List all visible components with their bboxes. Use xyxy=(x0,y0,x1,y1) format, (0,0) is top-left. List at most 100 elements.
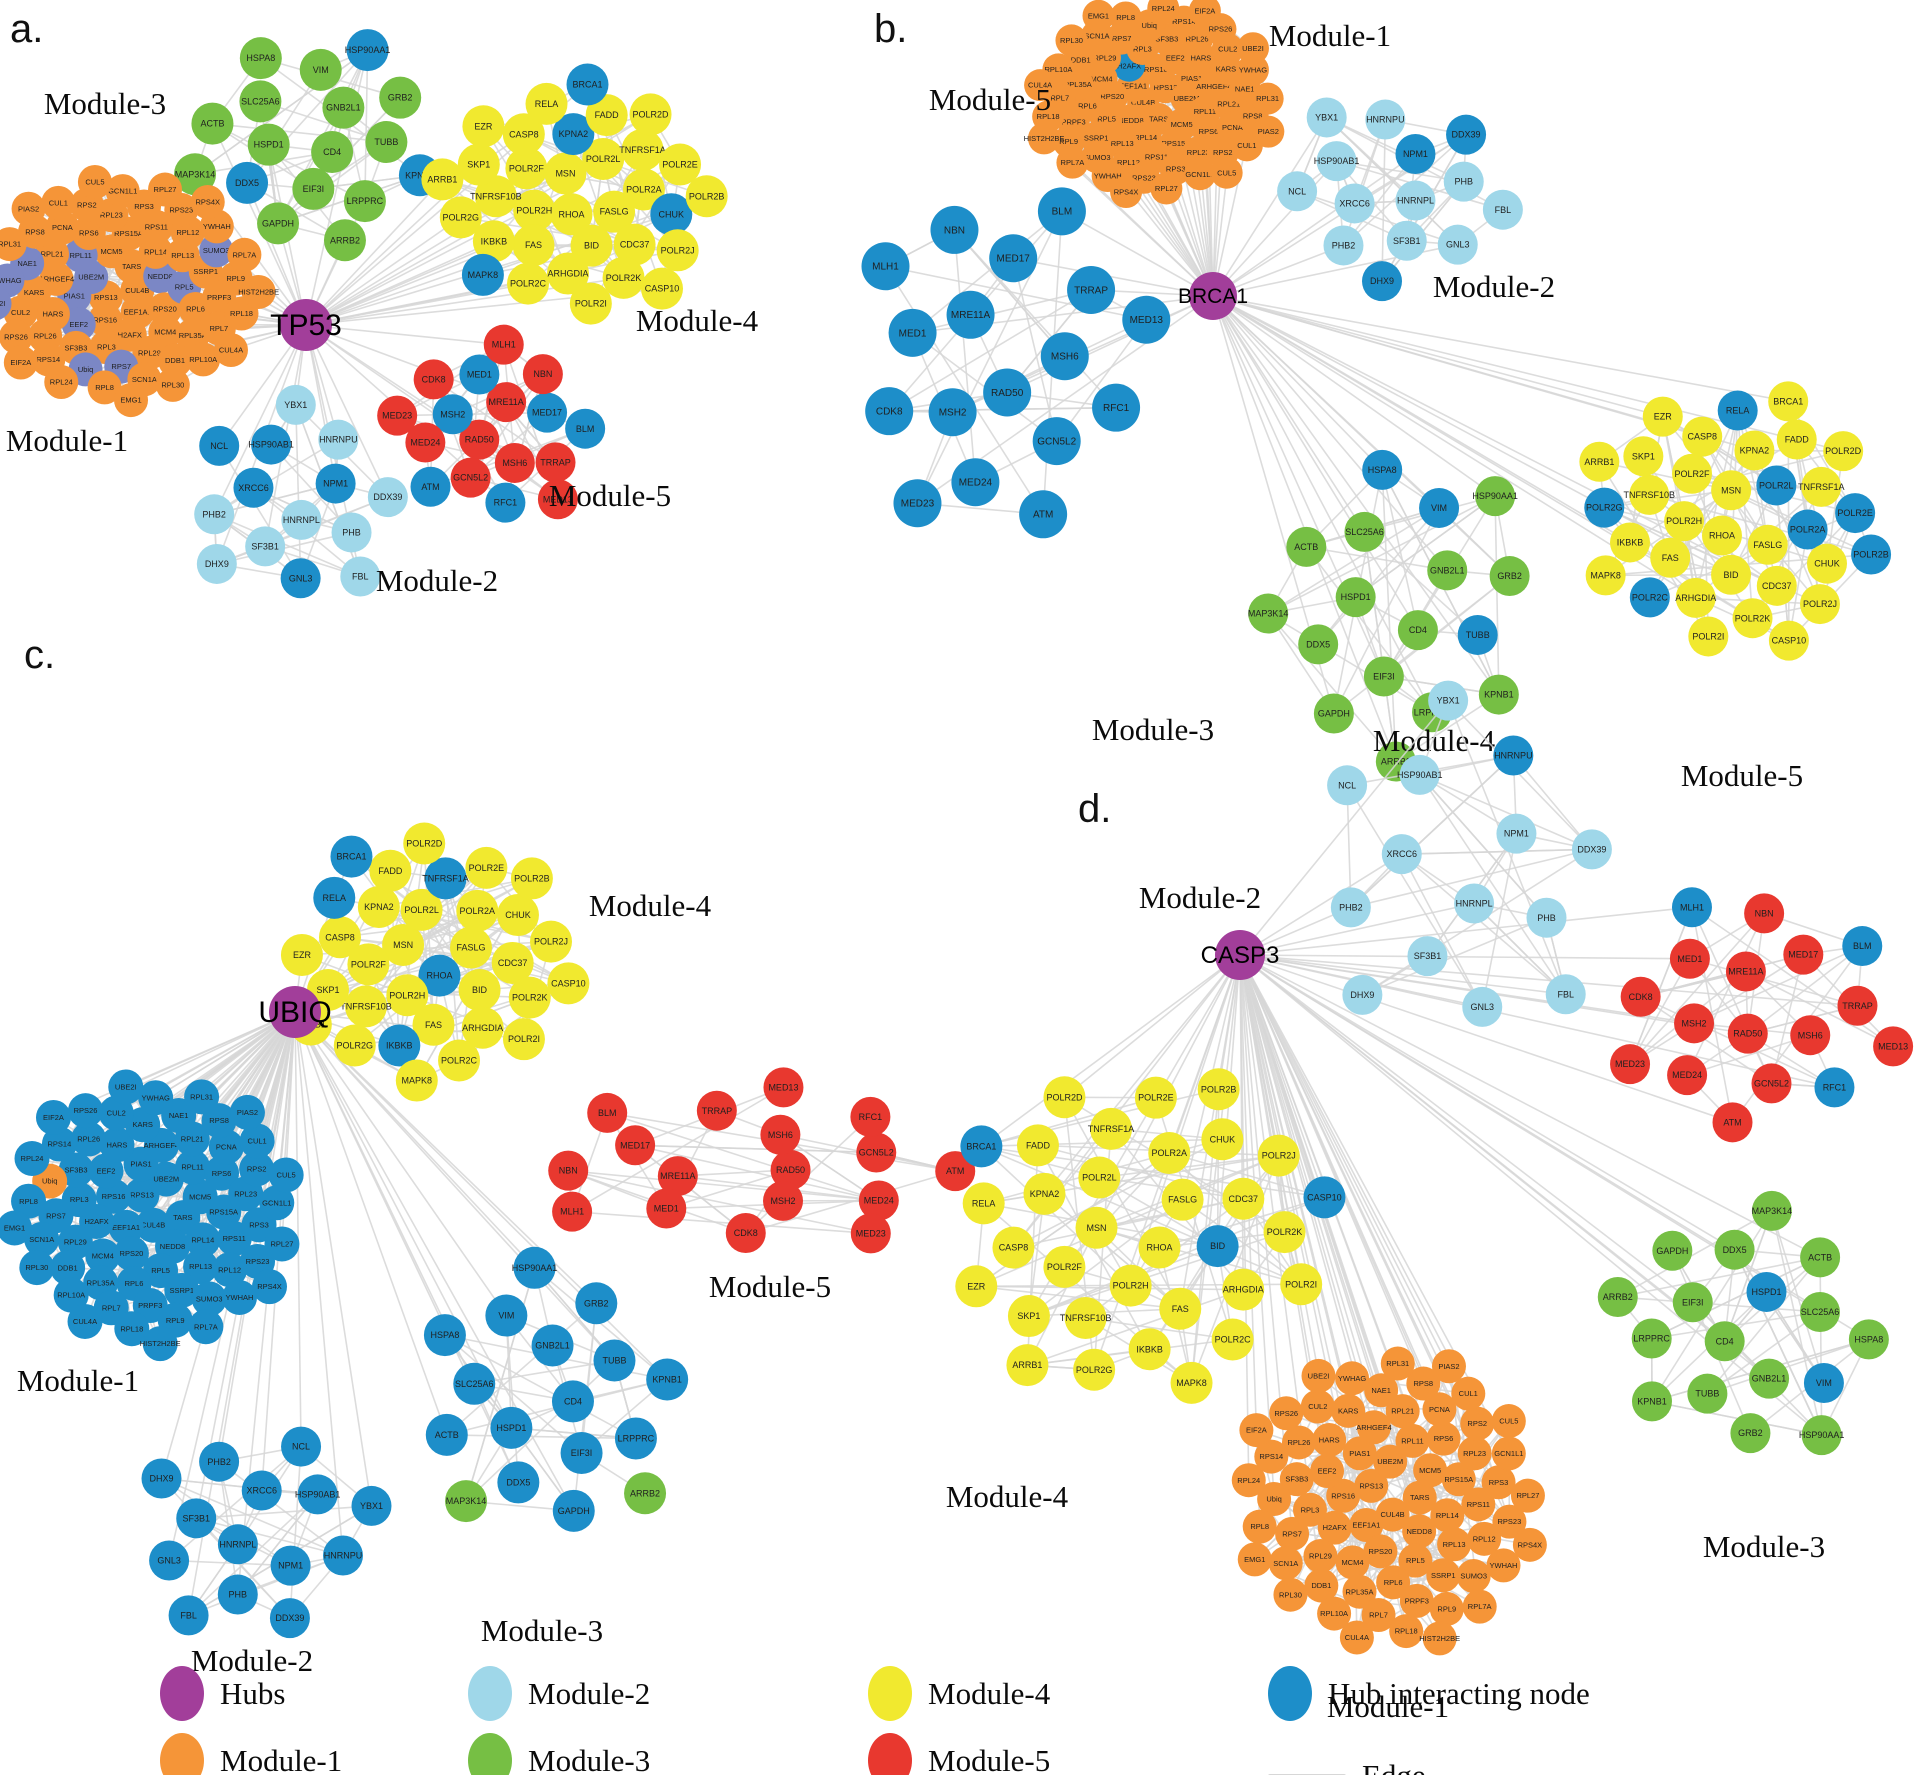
gene-node-circle[interactable] xyxy=(1422,1621,1457,1656)
gene-node-circle[interactable] xyxy=(1631,1381,1672,1422)
gene-node-circle[interactable] xyxy=(1342,1574,1377,1609)
gene-node-circle[interactable] xyxy=(125,1107,161,1143)
node-RPL8[interactable]: RPL8 xyxy=(1242,1509,1277,1544)
gene-node-circle[interactable] xyxy=(962,1182,1005,1225)
gene-node-circle[interactable] xyxy=(1344,511,1385,552)
gene-node-circle[interactable] xyxy=(1231,1463,1266,1498)
node-HSPA8[interactable]: HSPA8 xyxy=(423,1314,466,1357)
gene-node-circle[interactable] xyxy=(1801,1415,1842,1456)
gene-node-circle[interactable] xyxy=(213,333,248,368)
gene-node-circle[interactable] xyxy=(251,1269,287,1305)
node-PHB2[interactable]: PHB2 xyxy=(199,1441,240,1482)
gene-node-circle[interactable] xyxy=(1298,624,1339,665)
node-SLC25A6[interactable]: SLC25A6 xyxy=(239,80,282,123)
node-HSPD1[interactable]: HSPD1 xyxy=(247,123,290,166)
node-POLR2B[interactable]: POLR2B xyxy=(1197,1068,1240,1111)
node-MED13[interactable]: MED13 xyxy=(1122,295,1171,344)
node-CASP10[interactable]: CASP10 xyxy=(547,962,590,1005)
node-HSP90AA1[interactable]: HSP90AA1 xyxy=(512,1246,558,1289)
gene-node-circle[interactable] xyxy=(1301,1358,1336,1393)
gene-node-circle[interactable] xyxy=(1747,524,1788,565)
node-XRCC6[interactable]: XRCC6 xyxy=(241,1470,282,1511)
gene-node-circle[interactable] xyxy=(1801,466,1842,507)
node-RPL30[interactable]: RPL30 xyxy=(1273,1577,1308,1612)
node-GAPDH[interactable]: GAPDH xyxy=(1652,1230,1693,1271)
node-RPL30[interactable]: RPL30 xyxy=(155,367,190,402)
gene-node-circle[interactable] xyxy=(185,1222,221,1258)
node-SSRP1[interactable]: SSRP1 xyxy=(1426,1558,1461,1593)
gene-node-circle[interactable] xyxy=(629,93,672,136)
gene-node-circle[interactable] xyxy=(239,37,282,80)
node-RPL31[interactable]: RPL31 xyxy=(1251,82,1284,115)
node-POLR2B[interactable]: POLR2B xyxy=(685,175,728,218)
gene-node-circle[interactable] xyxy=(58,1152,94,1188)
gene-node-circle[interactable] xyxy=(510,857,553,900)
node-NBN[interactable]: NBN xyxy=(548,1150,589,1191)
gene-node-circle[interactable] xyxy=(1122,295,1171,344)
gene-node-circle[interactable] xyxy=(344,985,387,1028)
node-POLR2I[interactable]: POLR2I xyxy=(1688,616,1729,657)
node-MLH1[interactable]: MLH1 xyxy=(1671,887,1712,928)
node-RPL27[interactable]: RPL27 xyxy=(148,172,183,207)
gene-node-circle[interactable] xyxy=(183,1249,219,1285)
node-BLM[interactable]: BLM xyxy=(565,408,606,449)
node-NBN[interactable]: NBN xyxy=(930,205,979,254)
node-BRCA1[interactable]: BRCA1 xyxy=(330,835,373,878)
gene-node-circle[interactable] xyxy=(1493,735,1534,776)
node-RAD50[interactable]: RAD50 xyxy=(1727,1013,1768,1054)
gene-node-circle[interactable] xyxy=(763,1180,804,1221)
node-PHB[interactable]: PHB xyxy=(217,1574,258,1615)
gene-node-circle[interactable] xyxy=(405,422,446,463)
gene-node-circle[interactable] xyxy=(1443,161,1484,202)
gene-node-circle[interactable] xyxy=(512,224,555,267)
node-GRB2[interactable]: GRB2 xyxy=(1489,556,1530,597)
node-EIF3I[interactable]: EIF3I xyxy=(560,1431,603,1474)
gene-node-circle[interactable] xyxy=(1007,1295,1050,1338)
node-HNRNPL[interactable]: HNRNPL xyxy=(1395,180,1436,221)
gene-node-circle[interactable] xyxy=(507,262,550,305)
gene-node-circle[interactable] xyxy=(546,252,589,295)
node-BLM[interactable]: BLM xyxy=(1037,187,1086,236)
gene-node-circle[interactable] xyxy=(204,1155,240,1191)
node-RPL24[interactable]: RPL24 xyxy=(14,1140,50,1176)
gene-node-circle[interactable] xyxy=(850,1096,891,1137)
gene-node-circle[interactable] xyxy=(330,835,373,878)
gene-node-circle[interactable] xyxy=(657,1156,698,1197)
node-PRPF3[interactable]: PRPF3 xyxy=(1399,1583,1434,1618)
node-SF3B1[interactable]: SF3B1 xyxy=(1386,220,1427,261)
gene-node-circle[interactable] xyxy=(1236,32,1269,65)
gene-node-circle[interactable] xyxy=(0,1210,33,1246)
node-KPNA2[interactable]: KPNA2 xyxy=(1023,1172,1066,1215)
gene-node-circle[interactable] xyxy=(280,558,321,599)
node-EIF2A[interactable]: EIF2A xyxy=(3,345,38,380)
node-MAPK8[interactable]: MAPK8 xyxy=(395,1059,438,1102)
node-GNL3[interactable]: GNL3 xyxy=(149,1540,190,1581)
gene-node-circle[interactable] xyxy=(88,302,123,337)
gene-node-circle[interactable] xyxy=(1056,146,1089,179)
gene-node-circle[interactable] xyxy=(148,172,183,207)
node-MED13[interactable]: MED13 xyxy=(763,1067,804,1108)
node-NCL[interactable]: NCL xyxy=(281,1426,322,1467)
gene-node-circle[interactable] xyxy=(1023,1172,1066,1215)
node-POLR2F[interactable]: POLR2F xyxy=(1043,1245,1086,1288)
node-MED13[interactable]: MED13 xyxy=(1873,1026,1914,1067)
gene-node-circle[interactable] xyxy=(856,1132,897,1173)
node-NCL[interactable]: NCL xyxy=(199,425,240,466)
node-POLR2L[interactable]: POLR2L xyxy=(1756,465,1797,506)
node-POLR2J[interactable]: POLR2J xyxy=(1257,1134,1300,1177)
gene-node-circle[interactable] xyxy=(992,1226,1035,1269)
node-MRE11A[interactable]: MRE11A xyxy=(1725,951,1766,992)
node-TRRAP[interactable]: TRRAP xyxy=(535,442,576,483)
node-CUL4A[interactable]: CUL4A xyxy=(67,1303,103,1339)
gene-node-circle[interactable] xyxy=(1399,1583,1434,1618)
gene-node-circle[interactable] xyxy=(641,267,684,310)
node-MSH6[interactable]: MSH6 xyxy=(494,442,535,483)
gene-node-circle[interactable] xyxy=(1334,183,1375,224)
gene-node-circle[interactable] xyxy=(1402,1480,1437,1515)
gene-node-circle[interactable] xyxy=(439,196,482,239)
gene-node-circle[interactable] xyxy=(1756,465,1797,506)
node-CHUK[interactable]: CHUK xyxy=(496,894,539,937)
node-MED17[interactable]: MED17 xyxy=(1783,934,1824,975)
gene-node-circle[interactable] xyxy=(1571,829,1612,870)
gene-node-circle[interactable] xyxy=(1317,1510,1352,1545)
